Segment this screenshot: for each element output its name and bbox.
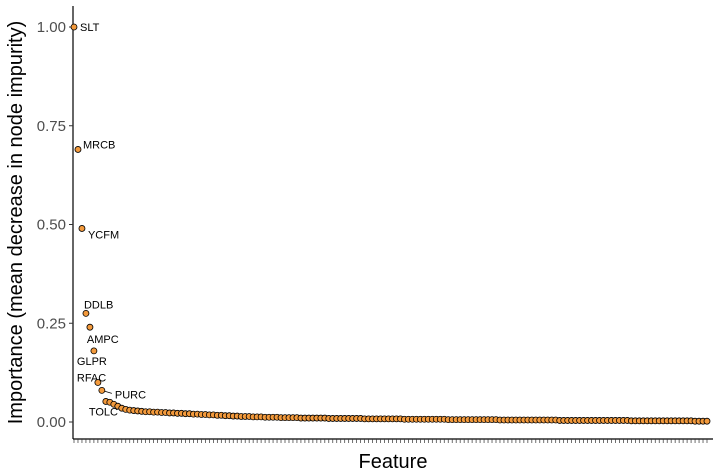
data-point [78,225,86,232]
data-point [98,386,106,394]
y-tick-label: 0.75 [37,118,66,135]
point-label: DDLB [84,299,113,311]
axes [72,6,713,440]
data-point [74,146,82,153]
point-label: PURC [115,389,146,401]
data-point [90,347,98,355]
point-label: GLPR [77,356,107,368]
y-axis-title: Importance (mean decrease in node impuri… [5,21,27,425]
y-tick-label: 0.00 [37,414,66,431]
point-label: TOLC [89,406,118,418]
data-point [94,379,102,386]
data-point [703,417,711,425]
point-labels: SLT MRCB YCFM DDLB AMPC GLPR RFAC PURC TOLC [77,22,146,418]
point-label: RFAC [77,373,106,385]
data-point [70,23,78,31]
data-points [70,23,711,425]
point-label: YCFM [88,229,119,241]
point-label: SLT [80,22,100,34]
y-tick-label: 0.25 [37,315,66,332]
data-point [82,309,90,317]
x-axis-title: Feature [359,451,428,473]
y-tick-label: 0.50 [37,217,66,234]
data-point [86,323,94,331]
point-label: MRCB [83,139,115,151]
y-tick-label: 1.00 [37,19,66,36]
x-axis-ticks [73,439,708,443]
y-axis-ticks: 0.00 0.25 0.50 0.75 1.00 [37,19,73,431]
point-label: AMPC [87,334,119,346]
